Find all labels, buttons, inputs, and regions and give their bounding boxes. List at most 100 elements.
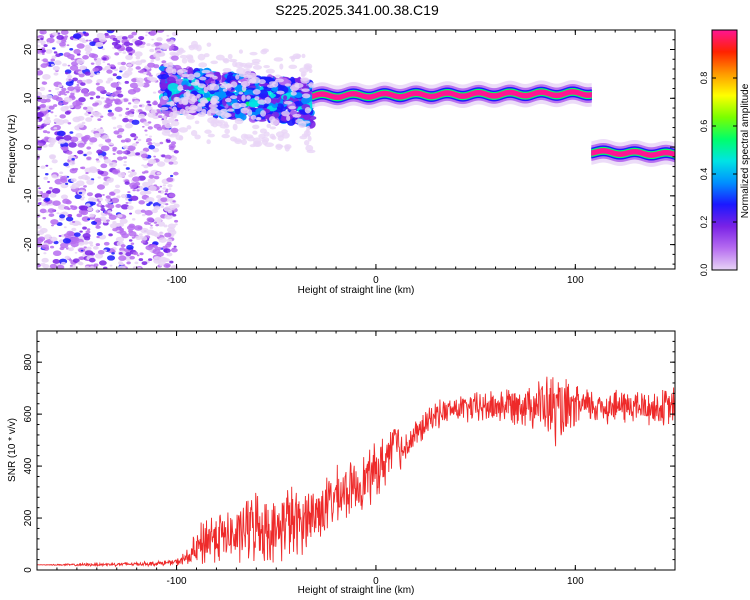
spectrogram-cell	[471, 91, 474, 97]
spectrogram-cell	[319, 91, 321, 97]
spectrogram-cell	[149, 226, 154, 229]
spectrogram-cell	[128, 239, 133, 242]
spectrogram-cell	[141, 125, 145, 128]
spectrogram-cell	[65, 90, 70, 94]
spectrogram-cell	[70, 236, 79, 242]
spectrogram-cell	[116, 134, 123, 139]
spectrogram-cell	[44, 94, 53, 100]
spectrogram-cell	[131, 119, 140, 125]
spectrogram-cell	[80, 249, 84, 252]
spectrogram-cell	[86, 228, 91, 231]
spectrogram-cell	[77, 142, 85, 148]
spectrogram-cell	[600, 148, 602, 154]
spectrogram-cell	[102, 61, 106, 64]
spectrogram-cell	[85, 117, 93, 122]
spectrogram-cell	[40, 165, 46, 169]
spectrogram-cell	[659, 150, 661, 157]
y-tick-label: 10	[23, 92, 34, 104]
colorbar: 0.0 0.2 0.4 0.6 0.8 Normalized spectral ampl…	[699, 29, 750, 276]
spectrogram-cell	[97, 118, 102, 122]
spectrogram-cell	[232, 123, 238, 131]
spectrogram-cell	[617, 151, 619, 157]
spectrogram-cell	[164, 190, 169, 193]
spectrogram-cell	[108, 233, 113, 237]
spectrogram-cell	[69, 131, 74, 134]
spectrogram-cell	[235, 95, 244, 101]
spectrogram-cell	[73, 206, 77, 209]
spectrogram-cell	[643, 151, 645, 157]
spectrogram-cell	[565, 90, 567, 96]
spectrogram-cell	[536, 89, 539, 96]
spectrogram-cell	[82, 226, 87, 230]
spectrogram-cell	[535, 90, 538, 96]
spectrogram-cell	[426, 93, 429, 99]
spectrogram-cell	[173, 245, 177, 248]
spectrogram-cell	[50, 138, 57, 143]
spectrogram-cell	[329, 93, 331, 99]
spectrogram-cell	[668, 150, 670, 156]
spectrogram-cell	[95, 41, 104, 48]
spectrogram-cell	[147, 76, 154, 81]
spectrogram-cell	[62, 238, 71, 244]
spectrogram-cell	[84, 266, 90, 269]
spectrogram-cell	[93, 127, 97, 130]
spectrogram-cell	[45, 173, 49, 176]
spectrogram-cell	[87, 218, 91, 221]
spectrogram-cell	[611, 149, 613, 156]
spectrogram-cell	[485, 91, 488, 98]
spectrogram-cell	[568, 89, 570, 95]
spectrogram-cell	[129, 255, 135, 260]
spectrogram-cell	[95, 95, 101, 99]
spectrogram-cell	[161, 60, 167, 64]
spectrogram-cell	[132, 176, 141, 182]
spectrogram-cell	[97, 176, 102, 179]
spectrogram-cell	[78, 191, 83, 195]
spectrogram-cell	[41, 244, 50, 250]
spectrogram-cell	[160, 197, 168, 203]
spectrogram-cell	[361, 93, 364, 99]
spectrogram-cell	[167, 223, 176, 229]
spectrogram-cell	[76, 84, 80, 86]
y-tick-label: 0	[23, 567, 34, 573]
spectrogram-cell	[96, 85, 105, 92]
spectrogram-cell	[58, 138, 66, 144]
colorbar-tick-label: 0.8	[699, 72, 709, 85]
spectrogram-cell	[121, 72, 130, 78]
spectrogram-cell	[168, 62, 173, 66]
spectrogram-cell	[123, 41, 131, 47]
spectrogram-cell	[559, 92, 561, 98]
spectrogram-cell	[71, 227, 77, 232]
spectrogram-cell	[323, 91, 325, 97]
spectrogram-cell	[82, 106, 88, 110]
spectrogram-cell	[186, 125, 192, 130]
spectrogram-cell	[115, 223, 121, 227]
spectrogram-cell	[127, 88, 137, 95]
spectrogram-cell	[89, 137, 98, 143]
spectrogram-cell	[65, 216, 74, 222]
spectrogram-cell	[117, 265, 126, 269]
spectrogram-cell	[100, 145, 110, 152]
spectrogram-cell	[416, 90, 419, 97]
spectrogram-cell	[635, 149, 637, 155]
spectrogram-cell	[137, 82, 145, 87]
spectrogram-cell	[144, 129, 148, 132]
spectrogram-cell	[43, 44, 48, 47]
spectrogram-cell	[104, 65, 112, 71]
spectrogram-cell	[129, 212, 133, 215]
spectrogram-cell	[581, 91, 583, 97]
spectrogram-cell	[134, 209, 143, 215]
spectrogram-cell	[374, 92, 377, 99]
spectrogram-cell	[393, 93, 396, 99]
spectrogram-cell	[571, 89, 573, 95]
spectrogram-cell	[168, 45, 175, 50]
spectrogram-cell	[161, 118, 165, 121]
spectrogram-cell	[56, 212, 60, 215]
spectrogram-cell	[83, 241, 89, 245]
y-tick-label: 600	[23, 405, 34, 422]
spectrogram-cell	[68, 161, 76, 166]
spectrogram-cell	[241, 94, 246, 102]
spectrogram-cell	[49, 193, 57, 198]
spectrogram-cell	[529, 92, 532, 98]
spectrogram-cell	[181, 73, 190, 78]
spectrogram-cell	[626, 150, 628, 156]
